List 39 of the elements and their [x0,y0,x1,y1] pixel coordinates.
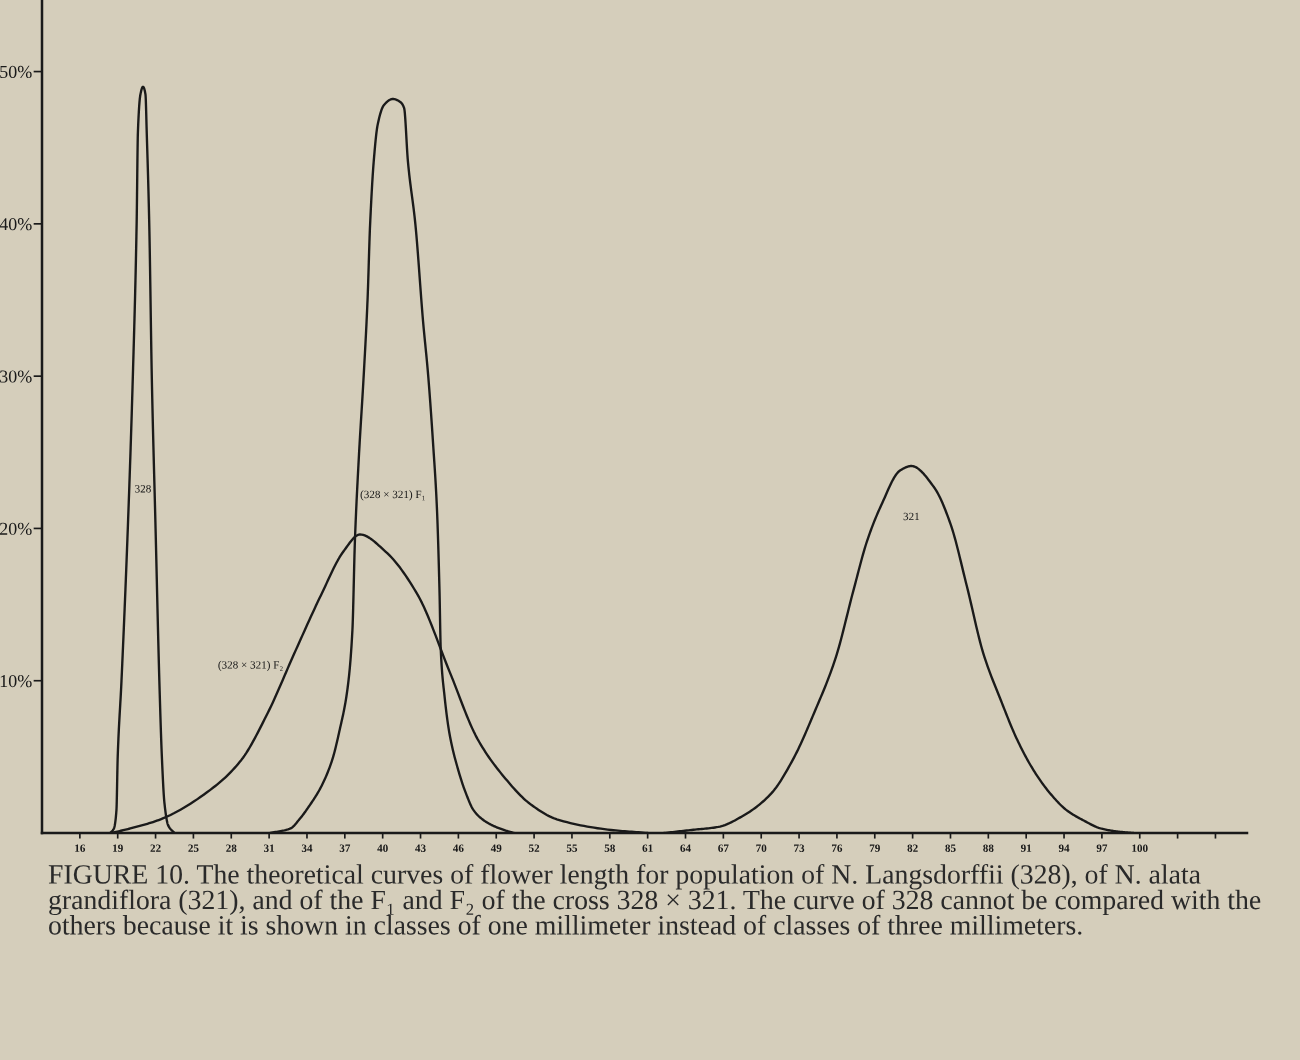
series-label: (328 × 321) F₂ [218,660,283,671]
x-tick-label: 61 [642,844,653,852]
series-label: (328 × 321) F₁ [360,490,425,501]
x-tick-label: 25 [188,844,199,852]
y-tick-label: 40% [0,218,32,231]
x-tick-label: 52 [528,844,540,852]
y-tick-label: 30% [0,370,32,383]
x-tick-label: 28 [226,844,237,852]
x-tick-label: 85 [945,844,956,852]
x-tick-label: 82 [907,844,918,852]
x-tick-label: 70 [756,844,767,852]
series-label: 328 [135,485,151,493]
x-tick-label: 58 [604,844,615,852]
x-tick-label: 91 [1020,844,1032,852]
x-tick-label: 64 [680,844,691,852]
x-tick-label: 37 [339,844,351,852]
x-tick-label: 16 [75,844,86,852]
x-tick-label: 97 [1096,844,1108,852]
x-tick-label: 40 [377,844,388,852]
y-tick-label: 20% [0,522,32,535]
x-tick-label: 100 [1132,844,1148,852]
caption: FIGURE 10. The theoretical curves of flower length for population of N. Langsdorffii (328), of N. alata grandiflora (321), and of the F₁ and F₂ of the cross 328 × 321. The curve of 328 cannot be compared with the others because it is shown in classes of one millimeter instead of classes of three millimeters. [48,864,1261,935]
x-tick-label: 76 [832,844,843,852]
x-tick-label: 88 [983,844,994,852]
x-tick-label: 22 [150,844,161,852]
x-tick-label: 73 [794,844,805,852]
x-tick-label: 31 [263,844,275,852]
text: 321 [903,512,920,521]
x-tick-label: 43 [415,844,426,852]
x-tick-label: 79 [869,844,880,852]
x-tick-label: 55 [566,844,578,852]
x-tick-label: 94 [1058,844,1070,852]
y-tick-label: 10% [0,674,32,688]
y-tick-label: 50% [0,65,32,79]
x-tick-label: 67 [718,844,729,852]
x-tick-label: 19 [113,844,123,852]
x-tick-label: 49 [490,844,502,852]
x-tick-label: 34 [301,844,313,852]
x-tick-label: 46 [452,844,464,852]
